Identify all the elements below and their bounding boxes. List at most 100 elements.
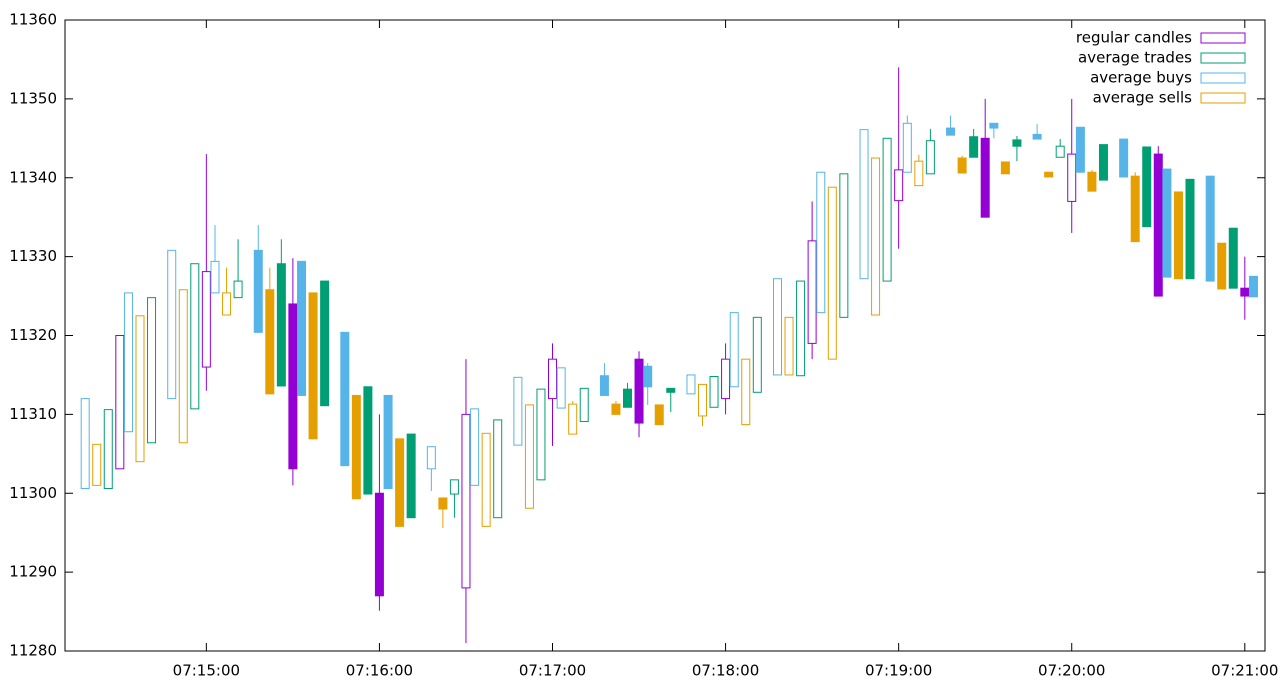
candle-body [1142, 146, 1152, 228]
candle-body [438, 497, 448, 510]
candle-body [925, 140, 935, 175]
legend-swatch [1200, 92, 1246, 104]
legend-swatch [1200, 52, 1246, 64]
candle-body [902, 122, 912, 173]
candle-body [827, 186, 837, 360]
candle-body [123, 292, 133, 433]
y-tick-label: 11280 [9, 642, 57, 660]
candle-body [1248, 275, 1258, 298]
candle-body [470, 408, 480, 486]
candle-body [80, 398, 90, 490]
y-tick-label: 11360 [9, 11, 57, 29]
candle-body [1044, 171, 1054, 178]
candle-body [894, 169, 904, 202]
candle-body [265, 289, 275, 395]
candle-body [611, 403, 621, 415]
candle-body [1185, 178, 1195, 280]
candle-body [426, 446, 436, 470]
legend-label: average sells [1093, 89, 1193, 107]
y-tick-label: 11290 [9, 563, 57, 581]
candle-body [989, 122, 999, 129]
candle-body [556, 367, 566, 409]
candle-body [654, 404, 664, 426]
candle-body [709, 376, 719, 408]
y-tick-label: 11310 [9, 405, 57, 423]
candle-body [1130, 175, 1140, 243]
plot-border [64, 19, 1266, 652]
legend-label: regular candles [1076, 29, 1192, 47]
candle-body [103, 409, 113, 490]
y-tick-label: 11330 [9, 247, 57, 265]
candle-body [882, 137, 892, 282]
candle-body [643, 365, 653, 388]
candle-body [383, 394, 393, 490]
candle-body [773, 278, 782, 376]
candle-body [752, 316, 762, 393]
candle-body [1012, 139, 1022, 147]
legend-label: average trades [1078, 49, 1192, 67]
candle-body [1153, 153, 1163, 297]
candle-body [461, 413, 471, 589]
candle-body [536, 388, 546, 481]
candle-body [1162, 168, 1172, 278]
legend-label: average buys [1090, 69, 1192, 87]
candle-body [135, 315, 145, 463]
candle-body [1067, 153, 1077, 202]
x-tick-label: 07:18:00 [692, 662, 759, 680]
candle-body [308, 292, 318, 440]
candle-body [201, 271, 211, 368]
candle-body [859, 129, 869, 280]
y-tick-label: 11300 [9, 484, 57, 502]
candle-body [816, 171, 826, 314]
y-tick-label: 11350 [9, 89, 57, 107]
candle-body [276, 263, 286, 387]
candle-body [449, 479, 459, 495]
candle-body [222, 292, 232, 316]
candle-body [147, 297, 157, 444]
candle-body [1000, 161, 1010, 175]
candle-body [686, 374, 696, 395]
candle-body [969, 136, 979, 158]
x-tick-label: 07:16:00 [346, 662, 413, 680]
candle-body [1098, 144, 1108, 181]
candle-body [634, 358, 644, 424]
y-tick-label: 11340 [9, 168, 57, 186]
candle-body [363, 386, 373, 495]
candle-body [1205, 175, 1215, 282]
candle-body [721, 358, 731, 400]
candle-body [406, 433, 416, 519]
candle-body [623, 388, 632, 408]
candle-body [784, 316, 794, 376]
legend-swatch [1200, 72, 1246, 84]
x-tick-label: 07:15:00 [173, 662, 240, 680]
candle-body [351, 394, 361, 500]
candle-body [395, 438, 405, 527]
candle-body [914, 160, 924, 187]
candle-body [253, 249, 263, 333]
candle-body [288, 303, 298, 470]
x-tick-label: 07:17:00 [519, 662, 586, 680]
candle-body [1173, 191, 1183, 280]
candle-body [524, 404, 534, 509]
candle-body [807, 240, 817, 344]
candle-body [493, 419, 503, 519]
candle-body [92, 443, 102, 486]
candle-body [1087, 171, 1097, 192]
candle-body [568, 403, 578, 435]
candle-body [1032, 133, 1042, 140]
candle-body [839, 173, 849, 318]
x-tick-label: 07:21:00 [1211, 662, 1278, 680]
candle-body [513, 376, 523, 446]
candle-body [481, 432, 491, 527]
candle-body [871, 157, 881, 316]
candle-body [946, 127, 956, 136]
candle-body [796, 280, 806, 377]
candle-body [320, 280, 330, 407]
legend-swatch [1200, 32, 1246, 44]
candle-body [1217, 242, 1227, 290]
candle-body [579, 387, 589, 422]
candle-body [210, 260, 220, 294]
candle-body [957, 157, 967, 174]
